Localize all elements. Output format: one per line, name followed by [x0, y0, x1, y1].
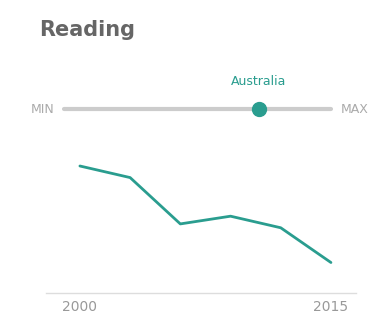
Text: MAX: MAX [341, 103, 368, 116]
Text: Australia: Australia [231, 75, 286, 88]
Text: MIN: MIN [31, 103, 54, 116]
Text: Reading: Reading [39, 20, 135, 39]
